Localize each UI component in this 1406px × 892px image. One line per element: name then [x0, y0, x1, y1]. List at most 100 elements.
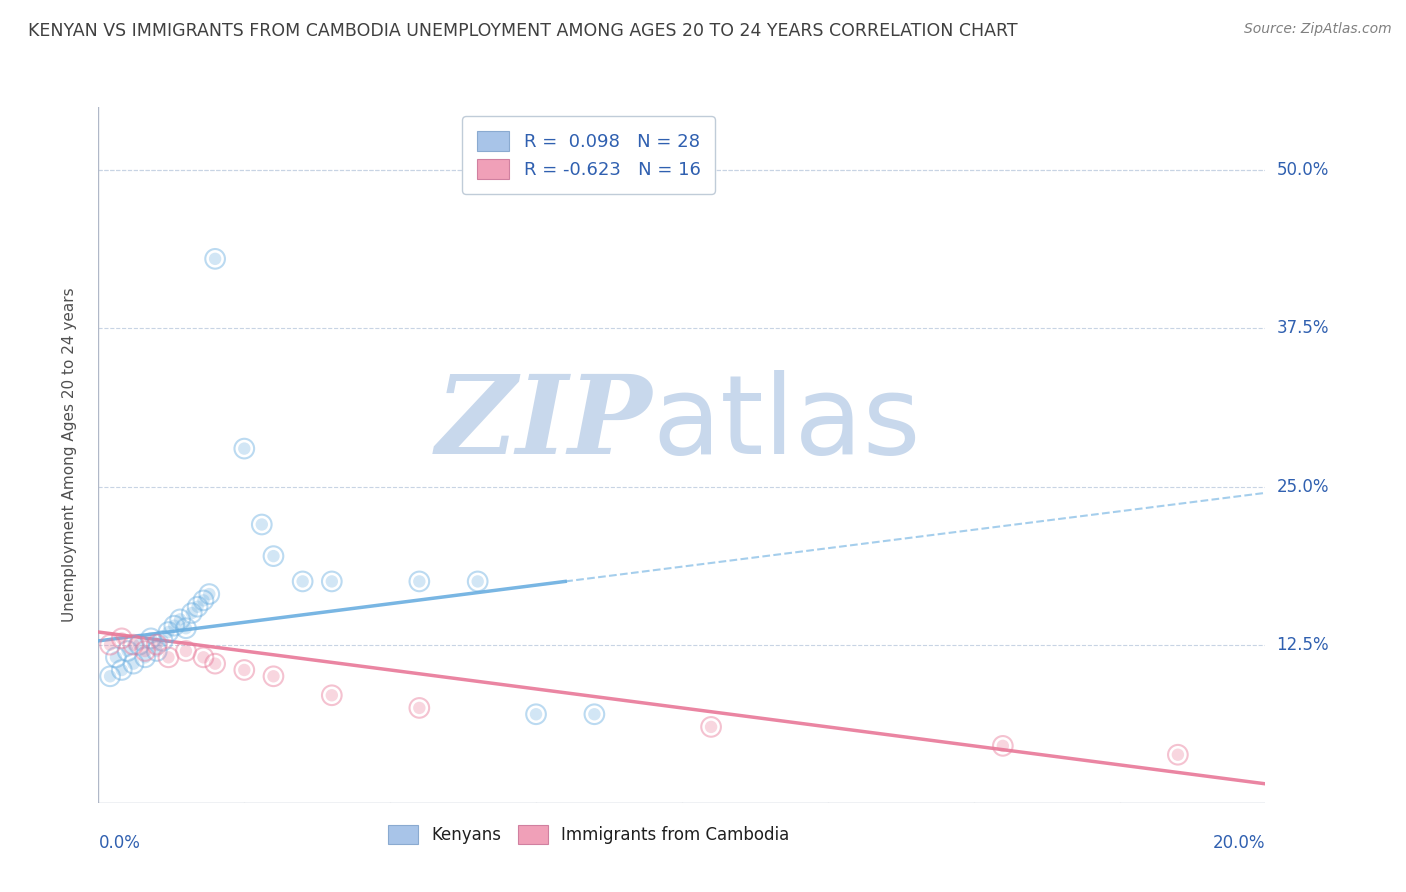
- Text: 37.5%: 37.5%: [1277, 319, 1329, 337]
- Point: [408, 574, 430, 589]
- Point: [700, 720, 723, 734]
- Point: [169, 612, 191, 626]
- Point: [163, 618, 186, 632]
- Point: [187, 599, 209, 614]
- Point: [128, 638, 150, 652]
- Point: [146, 638, 169, 652]
- Point: [250, 517, 273, 532]
- Text: 25.0%: 25.0%: [1277, 477, 1329, 496]
- Point: [204, 252, 226, 266]
- Point: [157, 650, 180, 665]
- Point: [250, 517, 273, 532]
- Point: [467, 574, 489, 589]
- Point: [233, 442, 256, 456]
- Point: [104, 650, 127, 665]
- Point: [204, 252, 226, 266]
- Point: [139, 632, 162, 646]
- Point: [111, 663, 134, 677]
- Point: [321, 574, 343, 589]
- Point: [262, 549, 284, 563]
- Point: [524, 707, 547, 722]
- Point: [104, 650, 127, 665]
- Point: [128, 638, 150, 652]
- Point: [583, 707, 606, 722]
- Point: [233, 663, 256, 677]
- Point: [204, 657, 226, 671]
- Point: [321, 574, 343, 589]
- Point: [117, 644, 139, 658]
- Point: [122, 638, 145, 652]
- Point: [122, 657, 145, 671]
- Point: [1167, 747, 1189, 762]
- Point: [193, 650, 215, 665]
- Point: [180, 606, 202, 620]
- Point: [157, 625, 180, 640]
- Point: [117, 644, 139, 658]
- Point: [408, 701, 430, 715]
- Point: [193, 650, 215, 665]
- Text: 50.0%: 50.0%: [1277, 161, 1329, 179]
- Point: [180, 606, 202, 620]
- Text: KENYAN VS IMMIGRANTS FROM CAMBODIA UNEMPLOYMENT AMONG AGES 20 TO 24 YEARS CORREL: KENYAN VS IMMIGRANTS FROM CAMBODIA UNEMP…: [28, 22, 1018, 40]
- Point: [146, 638, 169, 652]
- Point: [1167, 747, 1189, 762]
- Point: [174, 621, 197, 635]
- Text: 0.0%: 0.0%: [98, 834, 141, 853]
- Point: [291, 574, 314, 589]
- Point: [157, 625, 180, 640]
- Point: [134, 644, 156, 658]
- Point: [98, 669, 121, 683]
- Text: 12.5%: 12.5%: [1277, 636, 1329, 654]
- Point: [187, 599, 209, 614]
- Point: [991, 739, 1014, 753]
- Text: 20.0%: 20.0%: [1213, 834, 1265, 853]
- Point: [198, 587, 221, 601]
- Point: [233, 663, 256, 677]
- Point: [262, 549, 284, 563]
- Point: [98, 638, 121, 652]
- Point: [524, 707, 547, 722]
- Point: [700, 720, 723, 734]
- Point: [321, 688, 343, 702]
- Point: [163, 618, 186, 632]
- Point: [198, 587, 221, 601]
- Text: atlas: atlas: [652, 370, 921, 477]
- Point: [146, 644, 169, 658]
- Point: [174, 621, 197, 635]
- Legend: Kenyans, Immigrants from Cambodia: Kenyans, Immigrants from Cambodia: [374, 811, 803, 857]
- Text: ZIP: ZIP: [436, 369, 652, 477]
- Point: [146, 644, 169, 658]
- Point: [134, 650, 156, 665]
- Point: [991, 739, 1014, 753]
- Point: [262, 669, 284, 683]
- Point: [233, 442, 256, 456]
- Point: [583, 707, 606, 722]
- Point: [193, 593, 215, 607]
- Point: [174, 644, 197, 658]
- Text: Source: ZipAtlas.com: Source: ZipAtlas.com: [1244, 22, 1392, 37]
- Point: [408, 574, 430, 589]
- Point: [111, 632, 134, 646]
- Point: [139, 632, 162, 646]
- Point: [193, 593, 215, 607]
- Point: [169, 612, 191, 626]
- Point: [98, 638, 121, 652]
- Point: [157, 650, 180, 665]
- Point: [152, 633, 174, 648]
- Point: [408, 701, 430, 715]
- Point: [98, 669, 121, 683]
- Point: [321, 688, 343, 702]
- Point: [134, 644, 156, 658]
- Point: [174, 644, 197, 658]
- Point: [111, 632, 134, 646]
- Text: Unemployment Among Ages 20 to 24 years: Unemployment Among Ages 20 to 24 years: [62, 287, 77, 623]
- Point: [122, 638, 145, 652]
- Point: [111, 663, 134, 677]
- Point: [134, 650, 156, 665]
- Point: [204, 657, 226, 671]
- Point: [467, 574, 489, 589]
- Point: [291, 574, 314, 589]
- Point: [152, 633, 174, 648]
- Point: [262, 669, 284, 683]
- Point: [122, 657, 145, 671]
